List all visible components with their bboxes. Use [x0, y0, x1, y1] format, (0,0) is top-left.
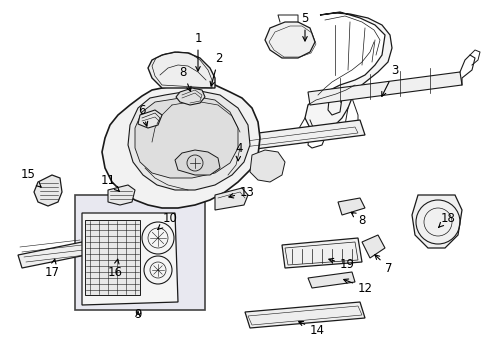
Text: 12: 12 — [343, 279, 372, 294]
Text: 13: 13 — [228, 185, 254, 198]
Polygon shape — [305, 12, 391, 132]
Text: 6: 6 — [138, 104, 147, 126]
Text: 3: 3 — [381, 63, 398, 96]
Text: 4: 4 — [235, 141, 242, 161]
Polygon shape — [361, 235, 384, 258]
Polygon shape — [307, 72, 461, 105]
Text: 15: 15 — [20, 168, 41, 187]
Polygon shape — [215, 188, 247, 210]
Text: 14: 14 — [298, 321, 325, 337]
Bar — [75, 195, 204, 310]
Polygon shape — [18, 242, 86, 268]
Polygon shape — [88, 235, 172, 262]
Text: 7: 7 — [374, 255, 392, 274]
Text: 8: 8 — [179, 66, 191, 91]
Polygon shape — [307, 272, 354, 288]
Text: 9: 9 — [134, 309, 142, 321]
Polygon shape — [34, 175, 62, 206]
Polygon shape — [411, 195, 461, 248]
Polygon shape — [82, 213, 178, 305]
Polygon shape — [108, 185, 135, 205]
Polygon shape — [187, 120, 364, 157]
Polygon shape — [135, 96, 238, 178]
Text: 1: 1 — [194, 31, 202, 71]
Polygon shape — [337, 198, 364, 215]
Polygon shape — [85, 220, 140, 295]
Text: 17: 17 — [44, 259, 60, 279]
Polygon shape — [128, 90, 249, 190]
Text: 10: 10 — [158, 211, 178, 229]
Polygon shape — [148, 52, 215, 88]
Text: 5: 5 — [301, 12, 308, 41]
Text: 2: 2 — [210, 51, 222, 86]
Polygon shape — [249, 150, 285, 182]
Polygon shape — [175, 150, 220, 175]
Polygon shape — [244, 302, 364, 328]
Polygon shape — [138, 110, 162, 128]
Polygon shape — [176, 88, 204, 105]
Text: 8: 8 — [350, 212, 365, 226]
Polygon shape — [282, 238, 361, 268]
Polygon shape — [102, 82, 260, 208]
Polygon shape — [264, 22, 314, 58]
Text: 16: 16 — [107, 259, 122, 279]
Text: 18: 18 — [438, 211, 454, 228]
Text: 11: 11 — [101, 174, 119, 192]
Text: 19: 19 — [328, 258, 354, 271]
